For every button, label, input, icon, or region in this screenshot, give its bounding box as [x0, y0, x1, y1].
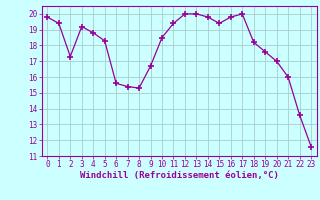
- X-axis label: Windchill (Refroidissement éolien,°C): Windchill (Refroidissement éolien,°C): [80, 171, 279, 180]
